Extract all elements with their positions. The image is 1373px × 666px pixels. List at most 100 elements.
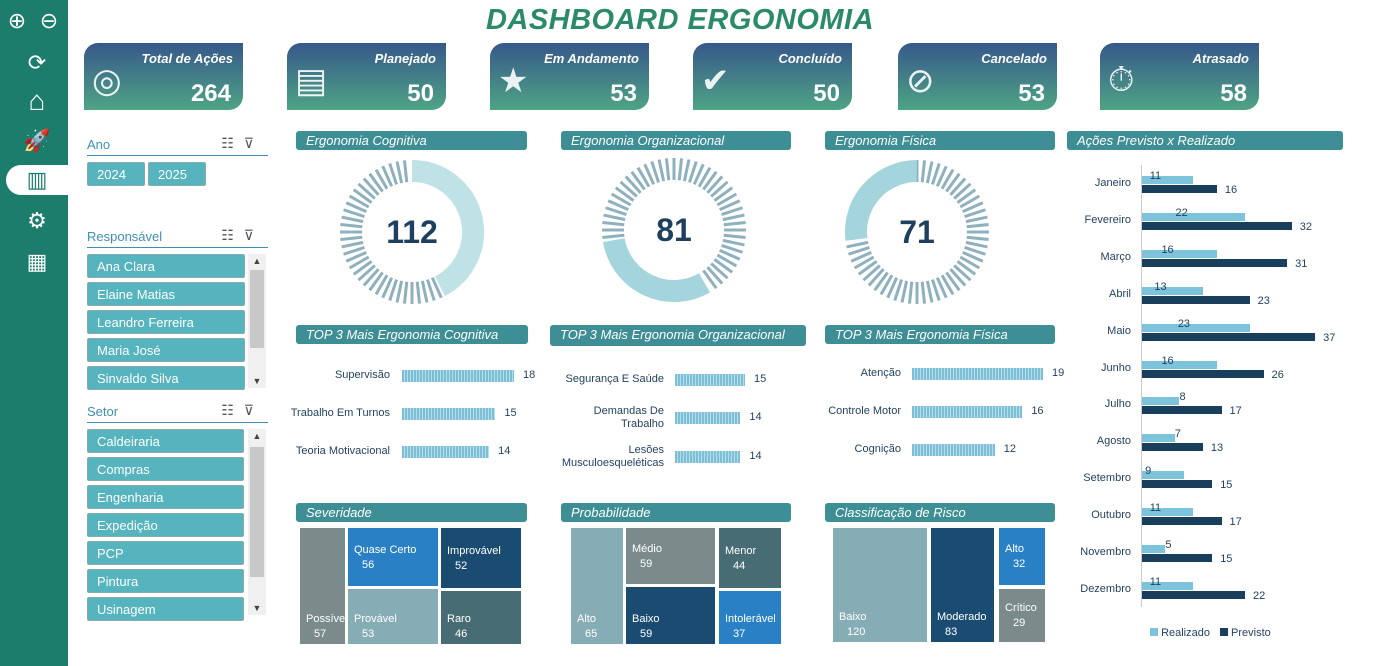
treemap-cell[interactable]: Intolerável 37 <box>718 590 782 645</box>
legend-previsto: Previsto <box>1219 627 1271 639</box>
donut-tick <box>362 177 380 196</box>
month-label: Setembro <box>1083 472 1131 485</box>
donut-tick <box>962 201 984 214</box>
donut-tick <box>925 280 934 303</box>
bar-realizado <box>1142 212 1245 221</box>
kpi-label: Concluído <box>778 51 842 66</box>
bar-chart-icon[interactable]: ▥ <box>6 165 68 195</box>
donut-tick <box>692 163 705 185</box>
donut-arc <box>411 160 484 296</box>
donut-tick <box>630 170 646 191</box>
stopwatch-warning-icon: ⏱ <box>1108 61 1135 99</box>
treemap-value: 32 <box>1013 558 1026 570</box>
treemap-cell[interactable]: Moderado 83 <box>930 527 995 643</box>
treemap-cell[interactable]: Alto 32 <box>998 527 1046 586</box>
donut-tick <box>341 215 364 224</box>
donut-tick <box>362 268 380 287</box>
gear-icon[interactable]: ⚙ <box>27 208 47 233</box>
donut-tick <box>935 165 948 187</box>
bar-previsto <box>1142 258 1288 267</box>
zoom-in-icon[interactable]: ⊕ <box>7 8 27 33</box>
bar-label: Controle Motor <box>828 405 901 417</box>
setor-option[interactable]: Expedição <box>87 513 244 537</box>
responsavel-scrollbar[interactable]: ▲ ▼ <box>248 254 266 388</box>
treemap-cell[interactable]: Médio 59 <box>625 527 716 585</box>
zoom-out-icon[interactable]: ⊖ <box>39 8 59 33</box>
treemap-value: 59 <box>640 557 653 570</box>
treemap-cell[interactable]: Baixo 59 <box>625 586 716 645</box>
month-label: Agosto <box>1096 435 1131 448</box>
bar-value-realizado: 22 <box>1175 206 1188 219</box>
bar-value-previsto: 26 <box>1271 368 1284 381</box>
classificacao-risco-header: Classificação de Risco <box>825 503 1055 522</box>
multi-select-icon[interactable]: ☷ <box>221 402 244 418</box>
treemap-cell[interactable]: Improvável 52 <box>440 527 522 589</box>
treemap-cell[interactable]: Alto 65 <box>570 527 624 645</box>
donut-tick <box>395 161 404 184</box>
treemap-cell[interactable]: Possível 57 <box>299 527 348 645</box>
home-icon[interactable]: ⌂ <box>28 85 46 116</box>
setor-scrollbar[interactable]: ▲ ▼ <box>248 429 266 615</box>
donut-tick <box>846 240 869 249</box>
kpi-card: ▤ Planejado 50 <box>287 43 446 110</box>
donut-tick <box>352 260 373 276</box>
bar <box>402 408 496 420</box>
treemap-cell[interactable]: Menor 44 <box>718 527 782 589</box>
responsavel-option[interactable]: Ana Clara <box>87 254 245 278</box>
donut-tick <box>719 248 741 261</box>
ergonomia-organizacional-header: Ergonomia Organizacional <box>561 131 791 150</box>
donut-tick <box>702 269 718 290</box>
setor-option[interactable]: PCP <box>87 541 244 565</box>
bar-realizado <box>1142 176 1194 184</box>
responsavel-option[interactable]: Leandro Ferreira <box>87 310 245 334</box>
setor-option[interactable]: Pintura <box>87 569 244 593</box>
target-icon: ◎ <box>92 62 122 100</box>
clear-filter-icon[interactable]: ⊽ <box>243 227 264 243</box>
bar-value-realizado: 11 <box>1149 502 1162 515</box>
presentation-icon: ▤ <box>295 62 328 100</box>
treemap-label: Provável <box>354 613 397 625</box>
treemap-cell[interactable]: Baixo 120 <box>832 527 928 643</box>
bar-value: 19 <box>1052 367 1065 379</box>
treemap-value: 53 <box>362 628 375 640</box>
donut-tick <box>722 213 745 222</box>
multi-select-icon[interactable]: ☷ <box>221 135 244 151</box>
refresh-icon[interactable]: ⟳ <box>27 50 47 75</box>
responsavel-option[interactable]: Elaine Matias <box>87 282 245 306</box>
donut-tick <box>940 168 955 190</box>
treemap-cell[interactable]: Provável 53 <box>347 588 439 645</box>
donut-tick <box>900 280 909 303</box>
legend: Realizado Previsto <box>1150 627 1271 639</box>
donut-tick <box>368 271 384 292</box>
setor-option[interactable]: Engenharia <box>87 485 244 509</box>
bar-value-previsto: 23 <box>1257 294 1270 307</box>
bar-label: Atenção <box>860 367 901 379</box>
donut-tick <box>956 260 977 276</box>
responsavel-option[interactable]: Maria José <box>87 338 245 362</box>
rocket-icon[interactable]: 🚀 <box>23 128 51 153</box>
bar-value: 12 <box>1003 443 1016 455</box>
setor-option[interactable]: Usinagem <box>87 597 244 621</box>
donut-tick <box>374 168 389 190</box>
multi-select-icon[interactable]: ☷ <box>221 227 244 243</box>
treemap-cell[interactable]: Crítico 29 <box>998 588 1046 643</box>
bar-previsto <box>1142 443 1203 452</box>
clear-filter-icon[interactable]: ⊽ <box>243 402 264 418</box>
clear-filter-icon[interactable]: ⊽ <box>243 135 264 151</box>
responsavel-option[interactable]: Sinvaldo Silva <box>87 366 245 390</box>
calculator-icon[interactable]: ▦ <box>26 249 48 274</box>
donut-tick <box>719 199 741 212</box>
donut-tick <box>343 208 365 218</box>
ano-option-2025[interactable]: 2025 <box>148 162 206 186</box>
ano-option-2024[interactable]: 2024 <box>87 162 145 186</box>
bar-previsto <box>1142 480 1213 489</box>
setor-option[interactable]: Compras <box>87 457 244 481</box>
treemap-cell[interactable]: Quase Certo 56 <box>347 527 439 587</box>
treemap-cell[interactable]: Raro 46 <box>440 590 522 645</box>
bar-previsto <box>1142 185 1217 193</box>
kpi-value: 53 <box>1018 80 1045 107</box>
setor-option[interactable]: Caldeiraria <box>87 429 244 453</box>
donut-tick <box>722 238 745 247</box>
kpi-value: 50 <box>407 80 434 107</box>
